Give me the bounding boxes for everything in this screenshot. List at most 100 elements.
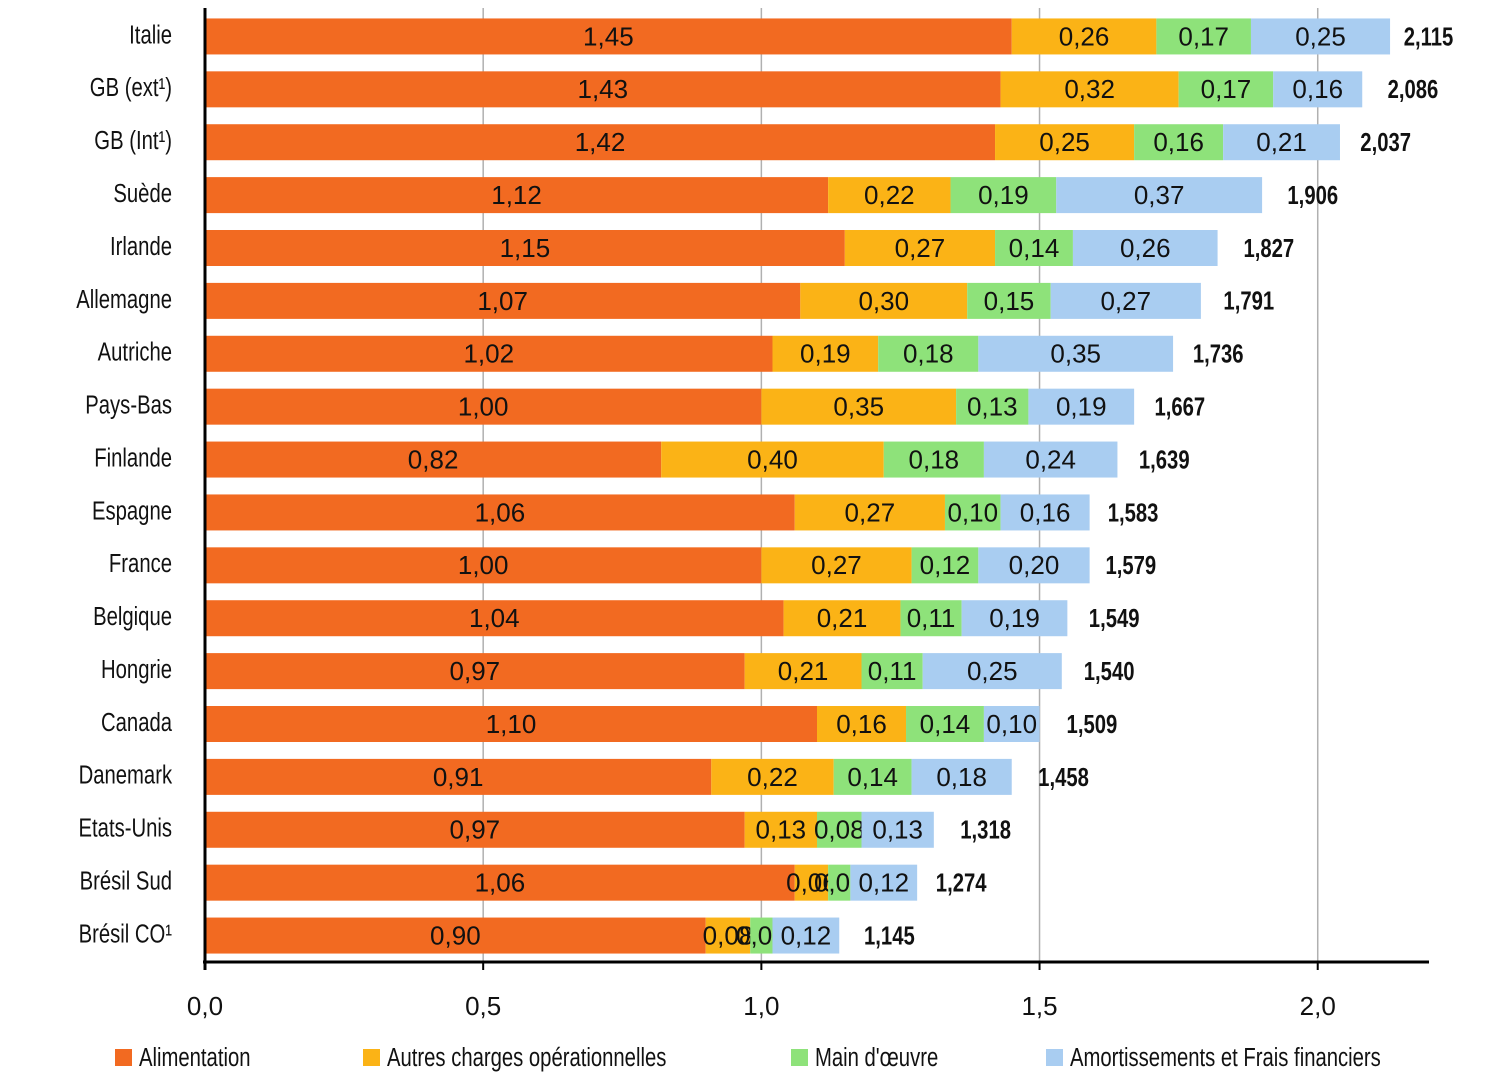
bar-segment [772,335,879,372]
bar-segment [861,653,923,690]
data-label: 0,14 [847,762,898,792]
category-label: Finlande [94,443,172,472]
data-label: 1,07 [477,286,528,316]
data-label: 0,14 [920,709,971,739]
bar-segment [783,600,901,637]
total-label: 1,583 [1108,498,1159,527]
data-label: 0,12 [858,868,909,898]
bar-segment [828,864,851,901]
data-label: 0,08 [814,815,865,845]
bar-segment [1028,388,1135,425]
data-label: 1,00 [458,392,509,422]
total-label: 1,579 [1105,551,1156,580]
category-label: GB (Int¹) [94,126,172,155]
bar-segment [205,758,712,795]
data-label: 0,13 [872,815,923,845]
bar-segment [978,547,1090,584]
bar-segment [1223,124,1340,161]
total-label: 1,318 [960,815,1011,844]
data-label: 1,10 [486,709,537,739]
x-tick-label: 2,0 [1300,991,1336,1021]
total-label: 1,791 [1223,286,1274,315]
data-label: 1,45 [583,21,634,51]
bar-segment [944,494,1001,531]
bar-segment [205,917,706,954]
data-label: 0,08 [703,920,754,950]
data-label: 0,27 [1100,286,1151,316]
category-label: Brésil CO¹ [79,919,173,948]
data-label: 0,26 [1120,233,1171,263]
total-label: 1,736 [1193,339,1244,368]
bar-segment [750,917,773,954]
bar-segment [205,811,745,848]
bar-segment [205,18,1012,55]
data-label: 0,14 [1009,233,1060,263]
data-label: 0,21 [1256,127,1307,157]
bar-segment [205,177,829,214]
category-label: Belgique [93,602,172,631]
bar-segment [744,653,862,690]
legend-label: Alimentation [139,1042,251,1071]
bar-segment [205,282,801,319]
bar-segment [861,811,934,848]
category-label: Etats-Unis [79,813,172,842]
bar-segment [906,706,984,742]
data-label: 1,04 [469,603,520,633]
legend-swatch [363,1049,380,1066]
data-label: 0,18 [903,339,954,369]
x-tick-label: 1,0 [743,991,779,1021]
data-label: 0,27 [895,233,946,263]
legend-swatch [791,1049,808,1066]
category-label: France [109,549,172,578]
data-label: 0,10 [947,497,998,527]
bar-segment [1156,18,1251,55]
bar-segment [205,230,845,266]
bar-segment [205,441,662,478]
data-label: 1,15 [500,233,551,263]
bar-segment [705,917,751,954]
data-label: 0,27 [811,550,862,580]
category-label: Allemagne [76,284,172,313]
bar-segment [205,388,762,425]
total-label: 2,115 [1404,22,1454,51]
data-label: 0,97 [450,815,501,845]
total-label: 1,639 [1139,445,1190,474]
bar-segment [995,230,1073,266]
data-label: 0,17 [1178,21,1229,51]
bar-segment [205,653,745,690]
data-label: 0,19 [978,180,1029,210]
data-label: 0,25 [1295,21,1346,51]
bar-segment [950,177,1057,214]
data-label: 0,18 [936,762,987,792]
bar-segment [967,282,1051,319]
data-label: 0,35 [1050,339,1101,369]
bar-segment [744,811,817,848]
legend-label: Main d'œuvre [815,1042,938,1071]
bar-segment [983,706,1040,742]
bar-segment [205,706,817,742]
data-label: 0,40 [747,444,798,474]
legend-swatch [1046,1049,1063,1066]
bar-segment [711,758,834,795]
total-label: 1,458 [1038,762,1089,791]
data-label: 0,20 [1009,550,1060,580]
data-label: 0,16 [1153,127,1204,157]
data-label: 0,15 [984,286,1035,316]
category-label: Suède [113,179,172,208]
total-label: 1,509 [1067,709,1118,738]
bar-segment [1250,18,1391,55]
total-label: 1,827 [1243,233,1294,262]
bar-segment [995,124,1135,161]
bar-segment [817,706,907,742]
category-label: Danemark [79,760,173,789]
bar-segment [850,864,918,901]
data-label: 0,97 [450,656,501,686]
data-label: 0,13 [756,815,807,845]
legend-label: Autres charges opérationnelles [387,1042,666,1071]
bar-segment [772,917,840,954]
bar-segment [961,600,1068,637]
total-label: 1,540 [1084,657,1135,686]
data-label: 1,12 [491,180,542,210]
data-label: 0,21 [778,656,829,686]
bar-segment [844,230,996,266]
